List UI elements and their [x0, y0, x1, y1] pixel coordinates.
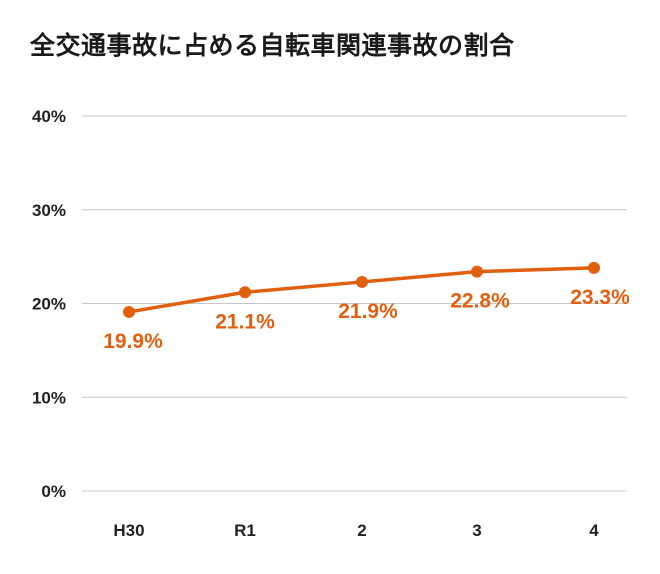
- series: [123, 261, 600, 318]
- x-tick-label: R1: [234, 521, 256, 540]
- x-tick-label: H30: [113, 521, 144, 540]
- data-point: [239, 286, 251, 299]
- x-axis: H30 R1 2 3 4: [113, 521, 599, 540]
- data-label: 22.8%: [450, 290, 510, 313]
- data-labels: 19.9% 21.1% 21.9% 22.8% 23.3%: [103, 286, 630, 353]
- data-label: 21.9%: [338, 300, 398, 323]
- x-tick-label: 3: [472, 521, 481, 540]
- x-tick-label: 2: [357, 521, 366, 540]
- y-tick-label: 0%: [41, 482, 66, 501]
- data-point: [123, 305, 135, 318]
- chart-title: 全交通事故に占める自転車関連事故の割合: [30, 31, 515, 60]
- y-axis: 0% 10% 20% 30% 40%: [32, 107, 66, 501]
- data-point: [471, 265, 483, 278]
- data-point: [356, 275, 368, 288]
- x-tick-label: 4: [589, 521, 599, 540]
- data-label: 21.1%: [215, 310, 275, 333]
- data-point: [588, 261, 600, 274]
- y-tick-label: 40%: [32, 107, 66, 126]
- y-tick-label: 30%: [32, 201, 66, 220]
- y-tick-label: 10%: [32, 388, 66, 407]
- data-label: 19.9%: [103, 330, 163, 353]
- y-tick-label: 20%: [32, 295, 66, 314]
- data-label: 23.3%: [570, 286, 630, 309]
